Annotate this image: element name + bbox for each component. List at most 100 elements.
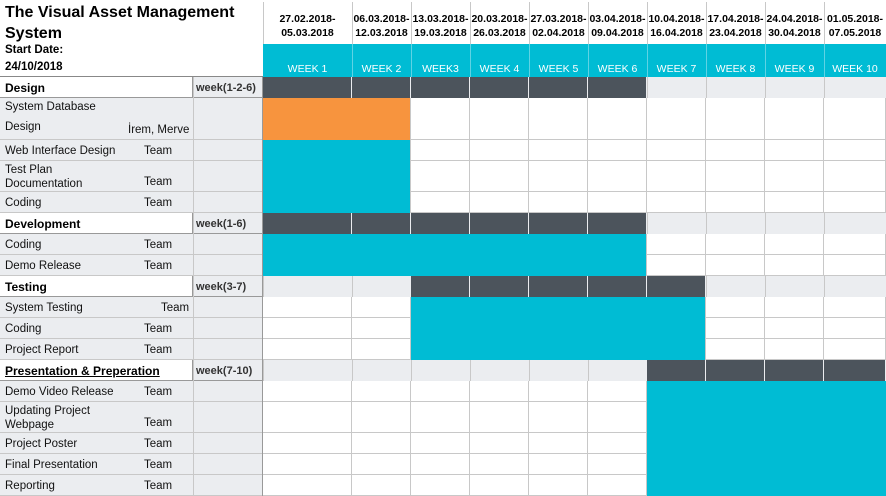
task-bar [263,255,646,276]
section-bar-segment [352,213,410,234]
task-name: Final Presentation [5,459,98,471]
gantt-cell [588,433,647,454]
task-assignee: Team [144,323,173,335]
gantt-cell [263,475,352,496]
gantt-cell [765,297,824,318]
task-name: Coding [5,323,42,335]
gantt-cell [706,297,765,318]
section-bar-segment [263,213,351,234]
gantt-cell [470,192,529,213]
gantt-cell [470,433,529,454]
gantt-cell [824,234,886,255]
section-grid-divider [765,276,766,297]
task-name: Coding [5,239,42,251]
gantt-cell [352,297,411,318]
gantt-cell [765,140,824,161]
gantt-cell [824,140,886,161]
week-label: WEEK 9 [774,63,815,75]
gantt-cell [647,234,706,255]
gantt-cell [647,255,706,276]
section-grid-divider [706,276,707,297]
task-bar [263,161,410,192]
gantt-cell [588,192,647,213]
task-name: Reporting [5,480,55,492]
gantt-cell [647,192,706,213]
gantt-cell [824,192,886,213]
gantt-cell [529,402,588,433]
section-week-bg [193,213,263,234]
header-divider [647,2,648,44]
section-week-bg [193,360,263,381]
task-left-bg [0,98,263,140]
section-bar-segment [588,276,646,297]
gantt-cell [765,339,824,360]
task-name: Demo Release [5,260,82,272]
task-assignee: Team [144,386,173,398]
section-week-range: week(1-2-6) [196,82,256,94]
week-label: WEEK 10 [832,63,878,75]
week-date-range: 27.02.2018- 05.03.2018 [279,13,336,39]
header-divider [529,2,530,44]
gantt-cell [529,475,588,496]
week-date-range: 10.04.2018- 16.04.2018 [648,13,705,39]
gantt-cell [411,402,470,433]
gantt-cell [263,297,352,318]
header-divider [824,2,825,44]
task-assignee: Team [144,239,173,251]
section-grid-divider [824,276,825,297]
task-bar [647,402,886,433]
section-grid-divider [529,360,530,381]
task-assignee: Team [144,438,173,450]
gantt-cell [706,318,765,339]
week-band-divider [588,44,589,77]
week-label: WEEK 6 [597,63,638,75]
week-date-range: 20.03.2018- 26.03.2018 [471,13,528,39]
gantt-cell [706,339,765,360]
task-left-bg [0,192,263,213]
gantt-cell [824,255,886,276]
task-name: Project Report [5,344,79,356]
gantt-cell [529,381,588,402]
task-assignee: Team [144,459,173,471]
section-left-bg [0,213,193,234]
gantt-cell [411,433,470,454]
section-week-range: week(7-10) [196,365,253,377]
header-divider [706,2,707,44]
left-column-divider [262,77,263,496]
section-bar-segment [588,77,646,98]
task-name: Test Plan Documentation [5,164,83,190]
section-grid-divider [470,360,471,381]
week-band-divider [706,44,707,77]
gantt-cell [588,98,647,140]
section-left-bg [0,276,193,297]
chart-title: The Visual Asset Management System [5,4,235,42]
section-bar-segment [470,213,528,234]
week-label: WEEK 8 [715,63,756,75]
section-bar-segment [411,276,469,297]
task-assignee: İrem, Merve [128,124,190,136]
task-name: System Testing [5,302,83,314]
gantt-cell [824,161,886,192]
section-bar-segment [588,213,646,234]
header-divider [588,2,589,44]
task-name: System Database Design [5,101,96,133]
section-grid-divider [411,360,412,381]
task-assignee: Team [161,302,190,314]
gantt-cell [706,234,765,255]
header-rule [0,76,263,77]
section-grid-divider [765,213,766,234]
gantt-cell [588,140,647,161]
gantt-cell [470,98,529,140]
task-left-bg [0,140,263,161]
week-label: WEEK 5 [538,63,579,75]
section-bar-segment [411,213,469,234]
week-label: WEEK 7 [656,63,697,75]
week-label: WEEK 2 [361,63,402,75]
header-divider [470,2,471,44]
header-divider [352,2,353,44]
gantt-cell [263,381,352,402]
gantt-cell [588,402,647,433]
section-bar-segment [529,213,587,234]
gantt-cell [352,381,411,402]
section-week-range: week(3-7) [196,281,247,293]
